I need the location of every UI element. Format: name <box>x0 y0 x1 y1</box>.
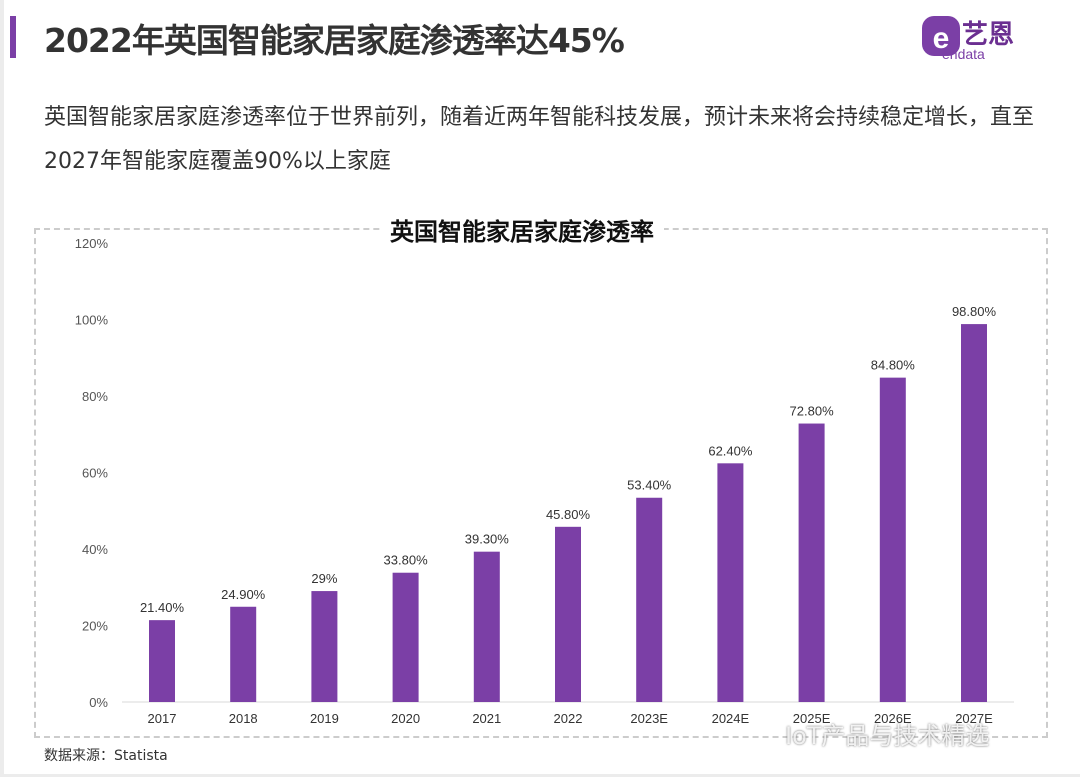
x-tick-label: 2023E <box>630 711 668 726</box>
data-label: 45.80% <box>546 507 591 522</box>
data-source: 数据来源：Statista <box>44 748 168 764</box>
x-tick-label: 2025E <box>793 711 831 726</box>
bar <box>392 572 419 702</box>
data-label: 53.40% <box>627 478 672 493</box>
y-tick-label: 100% <box>75 313 109 328</box>
y-tick-label: 20% <box>82 619 108 634</box>
bottom-edge <box>0 774 1080 777</box>
data-label: 39.30% <box>465 532 510 547</box>
logo-cn: 艺恩 <box>962 20 1015 50</box>
x-tick-label: 2019 <box>310 711 339 726</box>
y-tick-label: 0% <box>89 695 108 710</box>
endata-e-icon: e <box>922 16 960 56</box>
data-label: 98.80% <box>952 304 997 319</box>
logo-en: endata <box>942 46 985 62</box>
data-label: 29% <box>311 571 337 586</box>
x-tick-label: 2027E <box>955 711 993 726</box>
bar <box>555 526 581 702</box>
bar <box>636 497 663 702</box>
svg-text:e: e <box>933 22 950 55</box>
x-tick-label: 2026E <box>874 711 912 726</box>
y-tick-label: 40% <box>82 542 108 557</box>
bar <box>961 324 987 702</box>
chart-title: 英国智能家居家庭渗透率 <box>380 212 664 247</box>
bar <box>473 551 500 702</box>
x-tick-label: 2018 <box>229 711 258 726</box>
data-label: 72.80% <box>790 404 835 419</box>
endata-logo: e 艺恩 endata <box>920 14 1050 64</box>
y-tick-label: 80% <box>82 389 108 404</box>
y-tick-label: 120% <box>75 236 109 251</box>
data-label: 24.90% <box>221 587 266 602</box>
title-accent-bar <box>10 16 16 58</box>
x-tick-label: 2022 <box>554 711 583 726</box>
x-tick-label: 2021 <box>472 711 501 726</box>
bar <box>230 606 257 702</box>
bar <box>149 620 175 702</box>
data-label: 84.80% <box>871 358 916 373</box>
bar <box>717 463 744 702</box>
left-edge <box>0 0 4 777</box>
bar <box>311 591 338 702</box>
y-tick-label: 60% <box>82 466 108 481</box>
x-tick-label: 2020 <box>391 711 420 726</box>
x-tick-label: 2017 <box>148 711 177 726</box>
data-label: 62.40% <box>708 443 753 458</box>
bar <box>798 423 825 702</box>
watermark: IoT产品与技术精选 <box>785 722 990 750</box>
bar <box>879 377 906 702</box>
x-tick-label: 2024E <box>712 711 750 726</box>
data-label: 21.40% <box>140 600 185 615</box>
page-title: 2022年英国智能家居家庭渗透率达45% <box>44 21 625 60</box>
description: 英国智能家居家庭渗透率位于世界前列，随着近两年智能科技发展，预计未来将会持续稳定… <box>44 105 1035 174</box>
data-label: 33.80% <box>384 553 429 568</box>
